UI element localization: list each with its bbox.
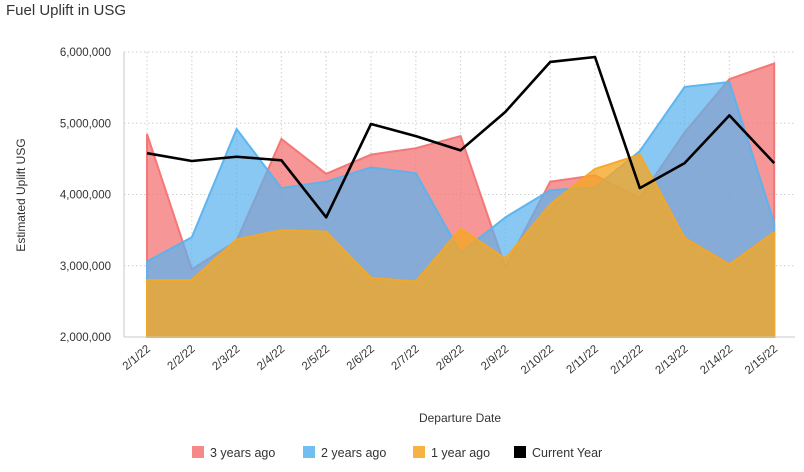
x-tick-label: 2/8/22	[434, 343, 466, 373]
legend-label: 2 years ago	[321, 446, 386, 460]
chart-title: Fuel Uplift in USG	[6, 2, 127, 19]
line-layer	[146, 55, 776, 219]
x-tick-label: 2/13/22	[653, 343, 690, 377]
legend-swatch	[514, 446, 526, 458]
x-tick-label: 2/10/22	[519, 343, 556, 377]
legend-item-current-year[interactable]: Current Year	[514, 446, 602, 460]
legend-item-3-years-ago[interactable]: 3 years ago	[192, 446, 275, 460]
legend-label: Current Year	[532, 446, 602, 460]
y-tick-label: 2,000,000	[60, 332, 111, 344]
legend-item-2-years-ago[interactable]: 2 years ago	[303, 446, 386, 460]
y-tick-label: 3,000,000	[60, 261, 111, 273]
x-tick-label: 2/6/22	[345, 343, 377, 373]
y-axis-title: Estimated Uplift USG	[14, 138, 28, 251]
legend[interactable]: 3 years ago 2 years ago 1 year ago Current …	[192, 446, 602, 460]
x-axis-title: Departure Date	[419, 411, 501, 425]
x-tick-label: 2/14/22	[698, 343, 735, 377]
legend-label: 1 year ago	[431, 446, 490, 460]
y-tick-label: 4,000,000	[60, 190, 111, 202]
x-tick-label: 2/5/22	[300, 343, 332, 373]
x-tick-label: 2/9/22	[479, 343, 511, 373]
y-tick-label: 6,000,000	[60, 47, 111, 59]
x-tick-label: 2/12/22	[609, 343, 646, 377]
x-tick-label: 2/1/22	[121, 343, 153, 373]
legend-item-1-year-ago[interactable]: 1 year ago	[413, 446, 490, 460]
legend-swatch	[192, 446, 204, 458]
legend-swatch	[413, 446, 425, 458]
x-tick-label: 2/15/22	[743, 343, 780, 377]
line-series-current-year[interactable]	[146, 55, 776, 219]
legend-swatch	[303, 446, 315, 458]
area-layer	[146, 61, 776, 338]
x-tick-label: 2/7/22	[390, 343, 422, 373]
legend-label: 3 years ago	[210, 446, 275, 460]
x-tick-label: 2/2/22	[166, 343, 198, 373]
x-tick-label: 2/3/22	[210, 343, 242, 373]
y-tick-label: 5,000,000	[60, 118, 111, 130]
area-series-1-year-ago[interactable]	[146, 153, 776, 338]
x-tick-label: 2/4/22	[255, 343, 287, 373]
x-tick-label: 2/11/22	[564, 343, 600, 376]
